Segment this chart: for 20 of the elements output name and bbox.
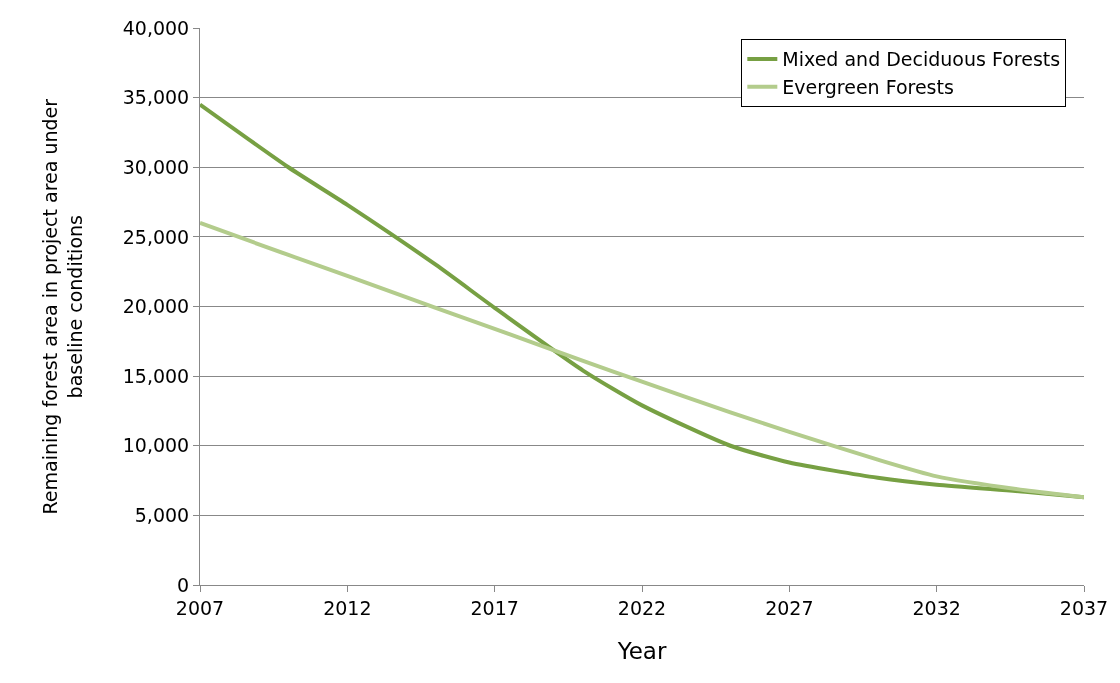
y-axis-title: Remaining forest area in project area under baseline conditions — [39, 98, 87, 515]
x-tick-label: 2007 — [175, 596, 225, 619]
y-tick-label: 25,000 — [122, 225, 190, 248]
y-tick-label: 40,000 — [122, 16, 190, 39]
x-tick-label: 2027 — [765, 596, 814, 619]
y-tick-label: 15,000 — [122, 364, 190, 387]
x-tick-label: 2037 — [1059, 596, 1109, 619]
x-axis-title: Year — [616, 638, 667, 665]
y-tick-label: 35,000 — [122, 86, 190, 109]
x-tick-label: 2017 — [470, 596, 519, 619]
y-tick-label: 10,000 — [122, 434, 190, 457]
y-tick-label: 5,000 — [134, 504, 190, 527]
y-tick-label: 0 — [177, 573, 190, 596]
x-tick-label: 2022 — [617, 596, 667, 619]
x-tick-label: 2032 — [912, 596, 961, 619]
y-tick-label: 20,000 — [122, 295, 190, 318]
x-tick-label: 2012 — [323, 596, 372, 619]
legend-label: Mixed and Deciduous Forests — [782, 48, 1061, 71]
y-tick-label: 30,000 — [122, 155, 190, 178]
legend-label: Evergreen Forests — [782, 76, 954, 99]
